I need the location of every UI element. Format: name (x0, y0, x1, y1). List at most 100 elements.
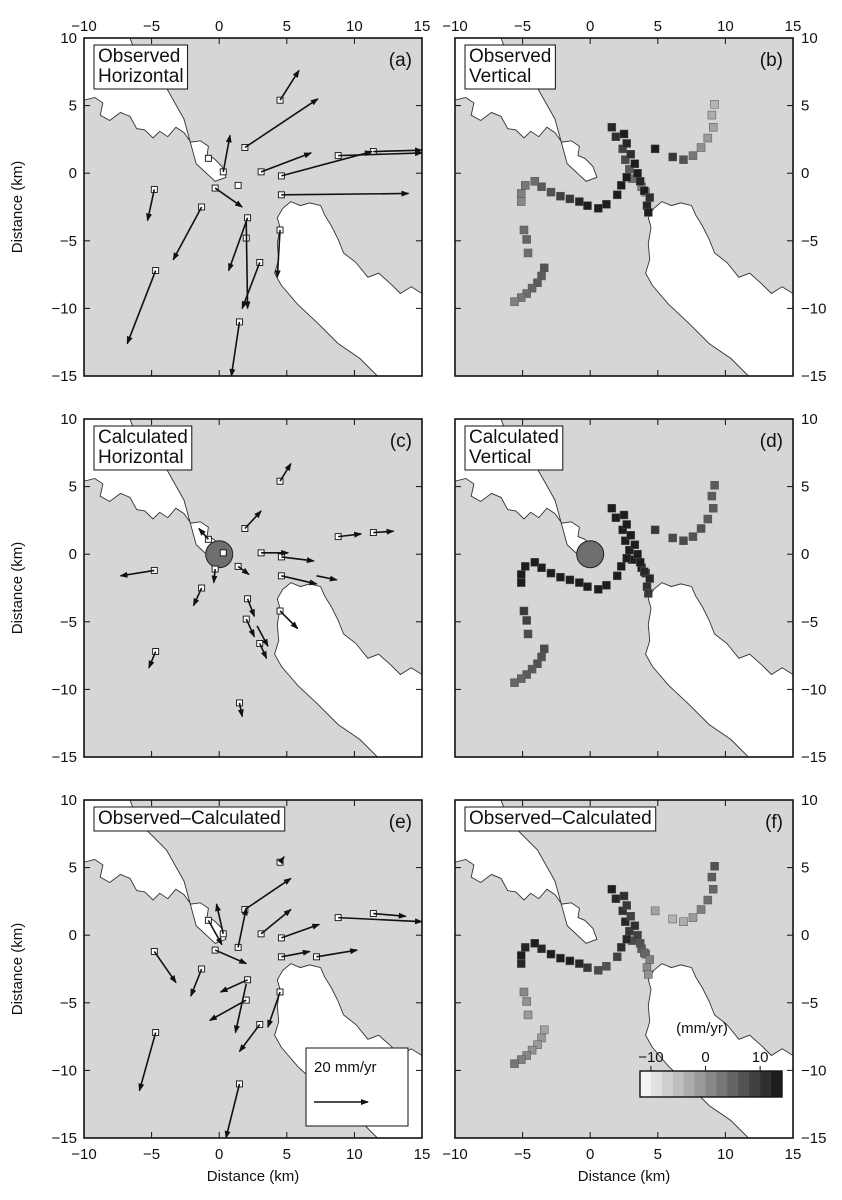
colorbar-step (749, 1071, 761, 1097)
colorbar-step (683, 1071, 695, 1097)
x-tick-label-top: 5 (283, 18, 291, 35)
x-tick-label-top: 5 (654, 18, 662, 35)
leveling-point (619, 510, 629, 520)
leveling-point (650, 906, 660, 916)
leveling-point (556, 572, 565, 582)
y-tick-label: 10 (60, 30, 77, 47)
colorbar-label: (mm/yr) (676, 1020, 728, 1037)
panel-title-line: Calculated (469, 427, 559, 448)
leveling-point (645, 574, 654, 583)
x-tick-label-top: 15 (785, 18, 802, 35)
velocity-vector (119, 569, 155, 578)
y-axis-label: Distance (km) (9, 923, 26, 1016)
leveling-point (556, 953, 565, 963)
title-box (464, 425, 564, 471)
leveling-point (612, 190, 622, 200)
y-tick-label: −15 (52, 749, 77, 766)
panel-label: (e) (389, 812, 412, 833)
leveling-point (644, 208, 653, 217)
velocity-vector (214, 949, 248, 965)
leveling-point (516, 197, 526, 206)
x-tick-label-bottom: −10 (442, 1146, 467, 1163)
leveling-point (644, 589, 653, 598)
x-tick-label-bottom: 10 (717, 1146, 734, 1163)
source-circle (576, 540, 605, 569)
colorbar-step (694, 1071, 706, 1097)
y-tick-label: −5 (60, 614, 77, 631)
velocity-vector (281, 556, 315, 564)
y-tick-label: 5 (801, 98, 809, 115)
colorbar-step (705, 1071, 717, 1097)
title-box (464, 44, 556, 90)
colorbar-step (650, 1071, 663, 1097)
y-tick-label: −10 (52, 681, 77, 698)
velocity-vector (281, 190, 410, 197)
colorbar-tick-label: −10 (638, 1049, 663, 1066)
leveling-point (611, 132, 621, 141)
x-tick-label-bottom: 10 (346, 1146, 363, 1163)
velocity-vector (237, 565, 250, 576)
leveling-point (696, 524, 706, 533)
leveling-point (565, 575, 575, 585)
y-tick-label: 5 (801, 860, 809, 877)
velocity-vector (192, 587, 203, 607)
leveling-point (519, 606, 529, 616)
leveling-point (679, 536, 688, 545)
velocity-vector (153, 950, 177, 984)
panel-a: −10 −5 0 5 10 15 10 5 0 −5 −10 −15 Distance (km) (a) O… (9, 18, 430, 385)
velocity-vector (246, 598, 256, 618)
leveling-point (708, 503, 718, 513)
velocity-vector (244, 510, 262, 530)
leveling-point (516, 959, 526, 968)
leveling-point (617, 562, 626, 571)
velocity-vector (241, 262, 261, 310)
leveling-point (523, 629, 533, 639)
leveling-point (650, 525, 660, 535)
colorbar-frame (639, 1070, 783, 1098)
y-tick-label: −10 (52, 300, 77, 317)
leveling-point (633, 930, 642, 940)
leveling-point (607, 884, 617, 894)
leveling-point (546, 568, 556, 578)
leveling-point (622, 901, 631, 910)
panel-c: 10 5 0 −5 −10 −15 Distance (km) (c) CalculatedHo… (9, 411, 423, 766)
velocity-vector (279, 610, 299, 630)
colorbar-step (727, 1071, 739, 1097)
y-tick-label: 0 (69, 927, 77, 944)
velocity-vector (279, 462, 292, 482)
leveling-point (607, 122, 617, 132)
velocity-vector (211, 568, 218, 584)
panel-label: (f) (765, 812, 783, 833)
leveling-point (633, 549, 642, 559)
leveling-point (594, 204, 603, 213)
velocity-vector (338, 531, 363, 538)
y-tick-label: −15 (52, 368, 77, 385)
y-tick-label: 0 (801, 165, 809, 182)
plot-frame (454, 418, 794, 758)
leveling-point (645, 193, 654, 202)
y-tick-label: 10 (60, 792, 77, 809)
velocity-vector (244, 98, 319, 149)
leveling-point (516, 189, 526, 198)
leveling-point (530, 939, 540, 948)
leveling-point (546, 949, 556, 959)
y-tick-label: 10 (801, 30, 818, 47)
scale-box (305, 1047, 409, 1127)
y-tick-label: −15 (801, 1130, 826, 1147)
velocity-vector (281, 575, 318, 586)
x-axis-label: Distance (km) (207, 1168, 300, 1185)
x-tick-label-top: −5 (143, 18, 160, 35)
panel-title-line: Observed–Calculated (98, 808, 281, 829)
leveling-point (650, 144, 660, 154)
velocity-vector (316, 948, 359, 958)
leveling-point (668, 914, 677, 924)
leveling-point (519, 987, 529, 997)
y-tick-label: 0 (69, 546, 77, 563)
leveling-point (530, 558, 540, 567)
leveling-point (556, 191, 565, 201)
